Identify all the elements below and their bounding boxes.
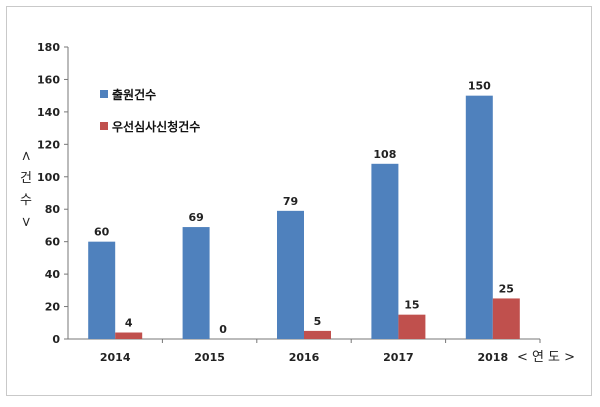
- data-label: 69: [188, 211, 203, 224]
- y-tick-label: 140: [37, 106, 60, 119]
- y-tick-label: 160: [37, 73, 60, 86]
- legend-label: 우선심사신청건수: [112, 119, 200, 134]
- bar: [277, 210, 304, 339]
- data-label: 0: [219, 323, 227, 336]
- y-axis-label-char: >: [18, 217, 33, 228]
- bar: [88, 241, 116, 339]
- y-tick-labels: 0 20 40 60 80 100 120 140 160 180: [37, 41, 60, 346]
- y-tick-label: 60: [45, 236, 61, 249]
- bar: [115, 332, 143, 339]
- axes: [64, 46, 541, 343]
- x-tick-label: 2014: [100, 351, 131, 364]
- y-tick-label: 20: [45, 301, 61, 314]
- x-tick-labels: 2014 2015 2016 2017 2018: [100, 351, 508, 364]
- bar: [371, 163, 399, 339]
- bars: [88, 95, 520, 340]
- y-axis-label-char: 건: [20, 171, 32, 186]
- y-tick-label: 120: [37, 138, 60, 151]
- x-tick-label: 2017: [383, 351, 414, 364]
- data-label: 60: [94, 226, 110, 239]
- x-axis-label: < 연 도 >: [517, 350, 575, 365]
- data-label: 79: [283, 195, 298, 208]
- data-labels: 60 4 69 0 79 5 108 15 150 25: [94, 80, 514, 336]
- data-label: 108: [373, 148, 396, 161]
- bar: [492, 298, 520, 339]
- y-axis-label: < 건수 >: [18, 151, 33, 228]
- y-tick-label: 80: [45, 203, 61, 216]
- x-tick-label: 2016: [289, 351, 320, 364]
- data-label: 4: [125, 317, 133, 330]
- data-label: 15: [404, 299, 419, 312]
- chart-frame: [6, 6, 592, 396]
- y-tick-label: 180: [37, 41, 60, 54]
- y-tick-label: 100: [37, 171, 60, 184]
- x-tick-label: 2018: [477, 351, 508, 364]
- bar: [304, 330, 331, 339]
- legend-label: 출원건수: [112, 87, 156, 102]
- legend-swatch: [100, 122, 108, 130]
- bar: [398, 314, 426, 339]
- y-axis-label-char: <: [18, 151, 33, 162]
- data-label: 5: [314, 315, 322, 328]
- x-tick-label: 2015: [194, 351, 225, 364]
- y-axis-label-char: 수: [20, 193, 32, 208]
- data-label: 150: [468, 80, 491, 93]
- legend-swatch: [100, 90, 108, 98]
- y-tick-label: 40: [45, 268, 61, 281]
- bar: [182, 227, 210, 339]
- data-label: 25: [499, 282, 514, 295]
- bar: [465, 95, 493, 340]
- y-tick-label: 0: [52, 333, 60, 346]
